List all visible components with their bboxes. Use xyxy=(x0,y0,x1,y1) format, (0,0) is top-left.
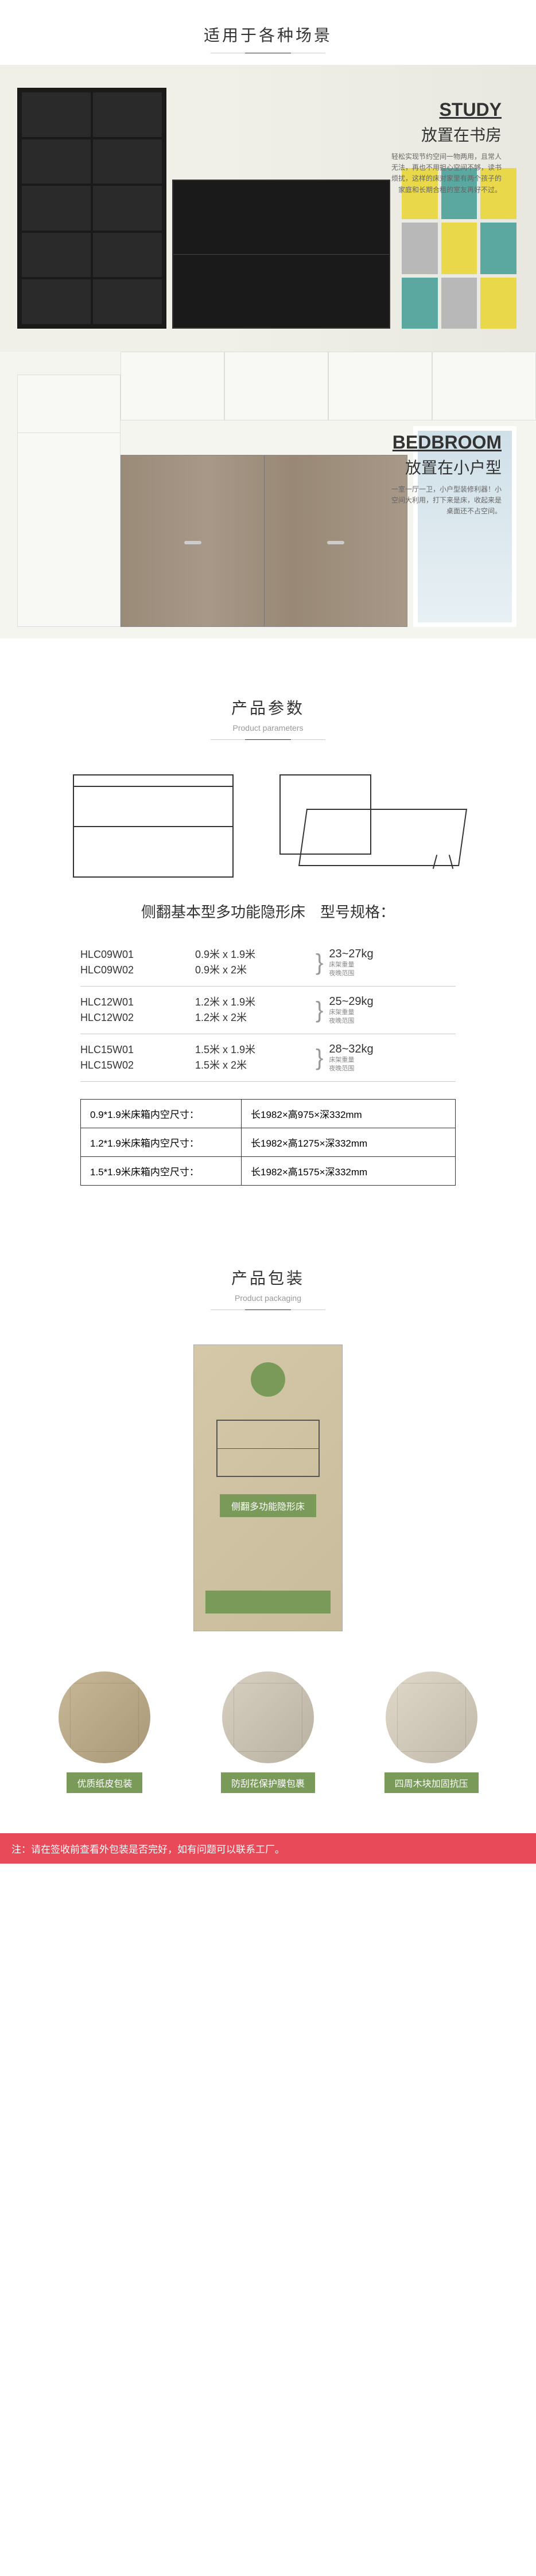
box-size-value: 长1982×高1575×深332mm xyxy=(242,1157,455,1185)
bookshelf-graphic xyxy=(17,88,166,329)
table-row: 1.5*1.9米床箱内空尺寸： 长1982×高1575×深332mm xyxy=(81,1157,455,1185)
brace-icon: } xyxy=(316,997,323,1023)
package-logo-icon xyxy=(251,1362,285,1397)
feature-label: 防刮花保护膜包裹 xyxy=(221,1772,315,1793)
spec-group: HLC12W01 HLC12W02 1.2米 x 1.9米 1.2米 x 2米 … xyxy=(80,987,456,1034)
study-label-en: STUDY xyxy=(387,99,502,120)
model-size: 1.2米 x 2米 xyxy=(195,1010,310,1026)
study-label-cn: 放置在书房 xyxy=(387,123,502,146)
packaging-section: 产品包装 Product packaging 侧翻多功能隐形床 优质纸皮包装 防… xyxy=(0,1220,536,1833)
weight-range: 23~27kg xyxy=(329,948,373,961)
upper-cabinets xyxy=(121,352,536,420)
packaging-header: 产品包装 Product packaging xyxy=(0,1243,536,1322)
packaging-features: 优质纸皮包装 防刮花保护膜包裹 四周木块加固抗压 xyxy=(0,1654,536,1810)
table-row: 1.2*1.9米床箱内空尺寸： 长1982×高1275×深332mm xyxy=(81,1128,455,1157)
spec-title: 侧翻基本型多功能隐形床 型号规格： xyxy=(46,901,490,922)
study-label: STUDY 放置在书房 轻松实现节约空间一物两用，且常人无法，再也不用担心空间不… xyxy=(387,99,502,196)
weight-note: 床架重量 xyxy=(329,961,373,969)
packaging-title-cn: 产品包装 xyxy=(0,1266,536,1289)
package-diagram-icon xyxy=(216,1420,320,1477)
model-code: HLC15W02 xyxy=(80,1058,195,1073)
weight-note: 床架重量 xyxy=(329,1008,373,1016)
diagrams xyxy=(46,774,490,878)
package-product-name: 侧翻多功能隐形床 xyxy=(220,1494,316,1517)
divider xyxy=(211,739,325,740)
box-size-value: 长1982×高975×深332mm xyxy=(242,1100,455,1128)
footer-note: 注：请在签收前查看外包装是否完好，如有问题可以联系工厂。 xyxy=(0,1833,536,1864)
brace-icon: } xyxy=(316,950,323,976)
params-title-cn: 产品参数 xyxy=(46,696,490,719)
weight-note: 夜晚范围 xyxy=(329,1017,373,1025)
params-title-en: Product parameters xyxy=(46,723,490,732)
box-size-label: 1.2*1.9米床箱内空尺寸： xyxy=(81,1128,242,1156)
feature-item: 防刮花保护膜包裹 xyxy=(211,1671,325,1793)
scene-bedroom: BEDBROOM 放置在小户型 一室一厅一卫，小户型装修利器！小空间大利用，打下… xyxy=(0,352,536,638)
feature-item: 优质纸皮包装 xyxy=(47,1671,162,1793)
feature-label: 四周木块加固抗压 xyxy=(384,1772,479,1793)
bedroom-label: BEDBROOM 放置在小户型 一室一厅一卫，小户型装修利器！小空间大利用，打下… xyxy=(387,432,502,517)
bedroom-label-cn: 放置在小户型 xyxy=(387,455,502,478)
model-size: 0.9米 x 2米 xyxy=(195,962,310,978)
scenes-title: 适用于各种场景 xyxy=(0,23,536,46)
wardrobe-graphic xyxy=(17,375,121,627)
package-stripe xyxy=(205,1591,331,1614)
weight-note: 床架重量 xyxy=(329,1056,373,1064)
model-code: HLC09W02 xyxy=(80,962,195,978)
brace-icon: } xyxy=(316,1045,323,1071)
feature-image xyxy=(222,1671,314,1763)
model-code: HLC12W02 xyxy=(80,1010,195,1026)
weight-range: 25~29kg xyxy=(329,995,373,1008)
scenes-header: 适用于各种场景 xyxy=(0,0,536,65)
feature-item: 四周木块加固抗压 xyxy=(374,1671,489,1793)
model-size: 0.9米 x 1.9米 xyxy=(195,947,310,962)
model-code: HLC15W01 xyxy=(80,1042,195,1058)
box-size-label: 0.9*1.9米床箱内空尺寸： xyxy=(81,1100,242,1128)
spec-group: HLC09W01 HLC09W02 0.9米 x 1.9米 0.9米 x 2米 … xyxy=(80,939,456,987)
packaging-title-en: Product packaging xyxy=(0,1293,536,1303)
study-desc: 轻松实现节约空间一物两用，且常人无法，再也不用担心空间不够，读书烦扰，这样的床对… xyxy=(387,151,502,196)
diagram-open xyxy=(279,774,463,878)
model-size: 1.5米 x 1.9米 xyxy=(195,1042,310,1058)
model-code: HLC09W01 xyxy=(80,947,195,962)
box-dimensions-table: 0.9*1.9米床箱内空尺寸： 长1982×高975×深332mm 1.2*1.… xyxy=(80,1099,456,1186)
params-header: 产品参数 Product parameters xyxy=(46,673,490,751)
bedroom-desc: 一室一厅一卫，小户型装修利器！小空间大利用，打下来是床，收起来是桌面还不占空间。 xyxy=(387,484,502,517)
model-size: 1.2米 x 1.9米 xyxy=(195,995,310,1010)
package-box-graphic: 侧翻多功能隐形床 xyxy=(193,1344,343,1631)
feature-image xyxy=(59,1671,150,1763)
weight-note: 夜晚范围 xyxy=(329,1065,373,1073)
feature-image xyxy=(386,1671,477,1763)
params-section: 产品参数 Product parameters 侧翻基本型多功能隐形床 型号规格… xyxy=(0,638,536,1220)
model-code: HLC12W01 xyxy=(80,995,195,1010)
table-row: 0.9*1.9米床箱内空尺寸： 长1982×高975×深332mm xyxy=(81,1100,455,1128)
feature-label: 优质纸皮包装 xyxy=(67,1772,142,1793)
diagram-closed xyxy=(73,774,234,878)
box-size-value: 长1982×高1275×深332mm xyxy=(242,1128,455,1156)
weight-note: 夜晚范围 xyxy=(329,969,373,977)
murphy-bed-closed xyxy=(172,180,390,329)
wood-murphy-panel xyxy=(121,455,407,627)
box-size-label: 1.5*1.9米床箱内空尺寸： xyxy=(81,1157,242,1185)
model-size: 1.5米 x 2米 xyxy=(195,1058,310,1073)
spec-group: HLC15W01 HLC15W02 1.5米 x 1.9米 1.5米 x 2米 … xyxy=(80,1034,456,1082)
weight-range: 28~32kg xyxy=(329,1043,373,1056)
scene-study: STUDY 放置在书房 轻松实现节约空间一物两用，且常人无法，再也不用担心空间不… xyxy=(0,65,536,352)
spec-list: HLC09W01 HLC09W02 0.9米 x 1.9米 0.9米 x 2米 … xyxy=(46,939,490,1082)
bedroom-label-en: BEDBROOM xyxy=(387,432,502,453)
